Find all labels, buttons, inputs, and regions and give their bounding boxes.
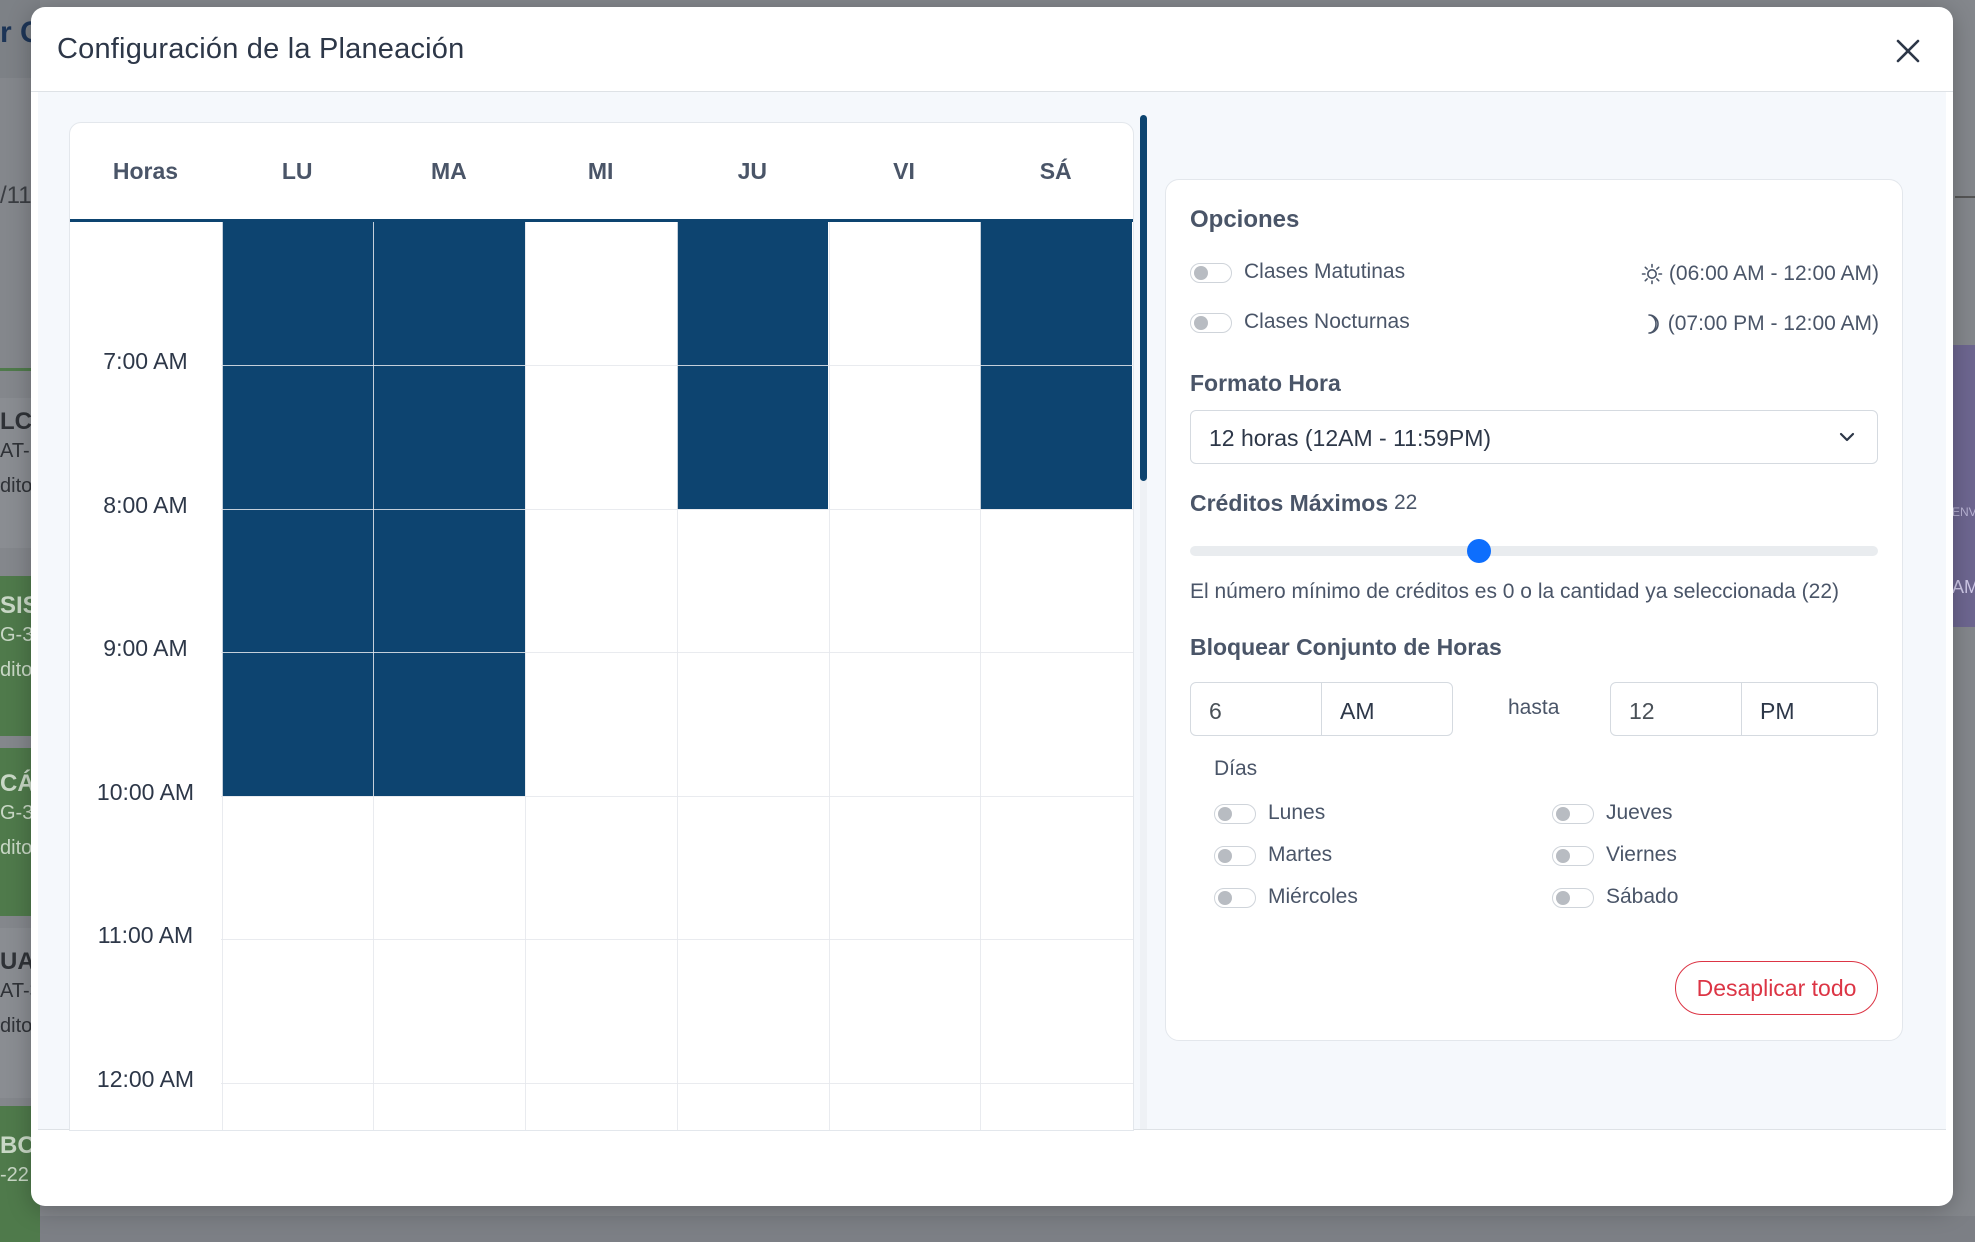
schedule-header: Horas LU MA MI JU VI SÁ <box>70 123 1133 222</box>
clear-all-button[interactable]: Desaplicar todo <box>1675 961 1878 1015</box>
header-day-sá: SÁ <box>1039 157 1072 184</box>
planning-settings-modal: Configuración de la Planeación Horas LU MA… <box>31 7 1953 1206</box>
modal-body: Horas LU MA MI JU VI SÁ 7:00 AM 8:00 AM 9:00 AM 1… <box>38 92 1946 1131</box>
header-day-vi: VI <box>893 157 915 184</box>
schedule-grid: Horas LU MA MI JU VI SÁ 7:00 AM 8:00 AM 9:00 AM 1… <box>69 122 1134 1131</box>
grid-row-line <box>221 652 1133 653</box>
grid-scrollbar-track[interactable] <box>1140 122 1147 1129</box>
from-period-select[interactable]: AM <box>1321 682 1453 736</box>
max-credits-slider-track[interactable] <box>1190 546 1878 556</box>
day-toggle-sabado[interactable] <box>1552 888 1594 908</box>
grid-column-line <box>373 222 375 1130</box>
grid-scrollbar-thumb[interactable] <box>1140 115 1147 481</box>
grid-column-line <box>221 222 223 1130</box>
day-toggle-jueves[interactable] <box>1552 804 1594 824</box>
credits-help-text: El número mínimo de créditos es 0 o la c… <box>1190 580 1840 603</box>
day-label-jueves: Jueves <box>1606 801 1673 824</box>
night-classes-toggle[interactable] <box>1190 313 1232 333</box>
close-button[interactable] <box>1886 29 1930 73</box>
time-format-title: Formato Hora <box>1190 370 1341 396</box>
morning-classes-toggle[interactable] <box>1190 263 1232 283</box>
time-label: 11:00 AM <box>97 922 194 948</box>
from-hour-input[interactable]: 6 <box>1190 682 1322 736</box>
modal-header: Configuración de la Planeación <box>31 7 1953 92</box>
options-title: Opciones <box>1190 206 1300 233</box>
day-label-martes: Martes <box>1268 843 1333 866</box>
time-label: 10:00 AM <box>96 778 195 805</box>
time-format-value: 12 horas (12AM - 11:59PM) <box>1209 425 1492 451</box>
max-credits-slider-thumb[interactable] <box>1466 539 1491 563</box>
bg-date-fragment: /11 <box>0 182 32 209</box>
max-credits-title: Créditos Máximos <box>1190 490 1389 516</box>
day-label-viernes: Viernes <box>1606 843 1677 866</box>
schedule-body[interactable]: 7:00 AM 8:00 AM 9:00 AM 10:00 AM 11:00 AM 12:… <box>70 222 1133 1130</box>
day-label-sabado: Sábado <box>1606 885 1679 908</box>
block-hours-title: Bloquear Conjunto de Horas <box>1190 634 1502 660</box>
header-hours: Horas <box>112 157 179 184</box>
day-label-lunes: Lunes <box>1268 801 1326 824</box>
grid-row-line <box>221 1082 1133 1084</box>
day-toggle-lunes[interactable] <box>1214 804 1256 824</box>
day-toggle-viernes[interactable] <box>1552 846 1594 866</box>
max-credits-value: 22 <box>1394 491 1418 514</box>
bg-divider <box>1955 196 1975 198</box>
bg-side-event: ENV AM <box>1952 345 1975 627</box>
time-label: 9:00 AM <box>103 635 188 661</box>
time-label: 12:00 AM <box>96 1065 195 1092</box>
to-period-select[interactable]: PM <box>1741 682 1878 736</box>
header-day-mi: MI <box>587 157 614 184</box>
time-label: 8:00 AM <box>103 491 188 518</box>
grid-row-line <box>221 508 1133 510</box>
days-label: Días <box>1214 757 1258 780</box>
grid-row-line <box>221 939 1133 940</box>
range-separator: hasta <box>1508 696 1560 719</box>
night-classes-label: Clases Nocturnas <box>1244 310 1410 333</box>
bg-tab-indicator <box>0 368 32 371</box>
night-range: (07:00 PM - 12:00 AM) <box>1642 312 1879 336</box>
grid-row-line <box>221 795 1133 797</box>
header-day-ma: MA <box>431 157 467 184</box>
morning-range: (06:00 AM - 12:00 AM) <box>1641 262 1879 286</box>
moon-icon <box>1647 314 1659 334</box>
day-toggle-miercoles[interactable] <box>1214 888 1256 908</box>
chevron-down-icon <box>1839 432 1855 442</box>
time-format-select[interactable]: 12 horas (12AM - 11:59PM) <box>1190 410 1878 464</box>
grid-row-line <box>221 365 1133 366</box>
grid-column-line <box>676 222 678 1130</box>
day-label-miercoles: Miércoles <box>1268 885 1358 908</box>
time-label: 7:00 AM <box>103 348 188 374</box>
grid-column-line <box>980 222 982 1130</box>
modal-title: Configuración de la Planeación <box>57 33 465 65</box>
day-toggle-martes[interactable] <box>1214 846 1256 866</box>
grid-column-line <box>525 222 527 1130</box>
close-icon <box>1896 39 1920 63</box>
to-hour-input[interactable]: 12 <box>1610 682 1742 736</box>
sun-icon <box>1641 263 1663 285</box>
header-day-ju: JU <box>737 157 767 184</box>
morning-classes-label: Clases Matutinas <box>1244 260 1406 283</box>
grid-column-line <box>828 222 830 1130</box>
options-panel: Opciones Clases Matutinas (06:00 AM - 12… <box>1165 179 1903 1041</box>
header-day-lu: LU <box>281 157 313 184</box>
